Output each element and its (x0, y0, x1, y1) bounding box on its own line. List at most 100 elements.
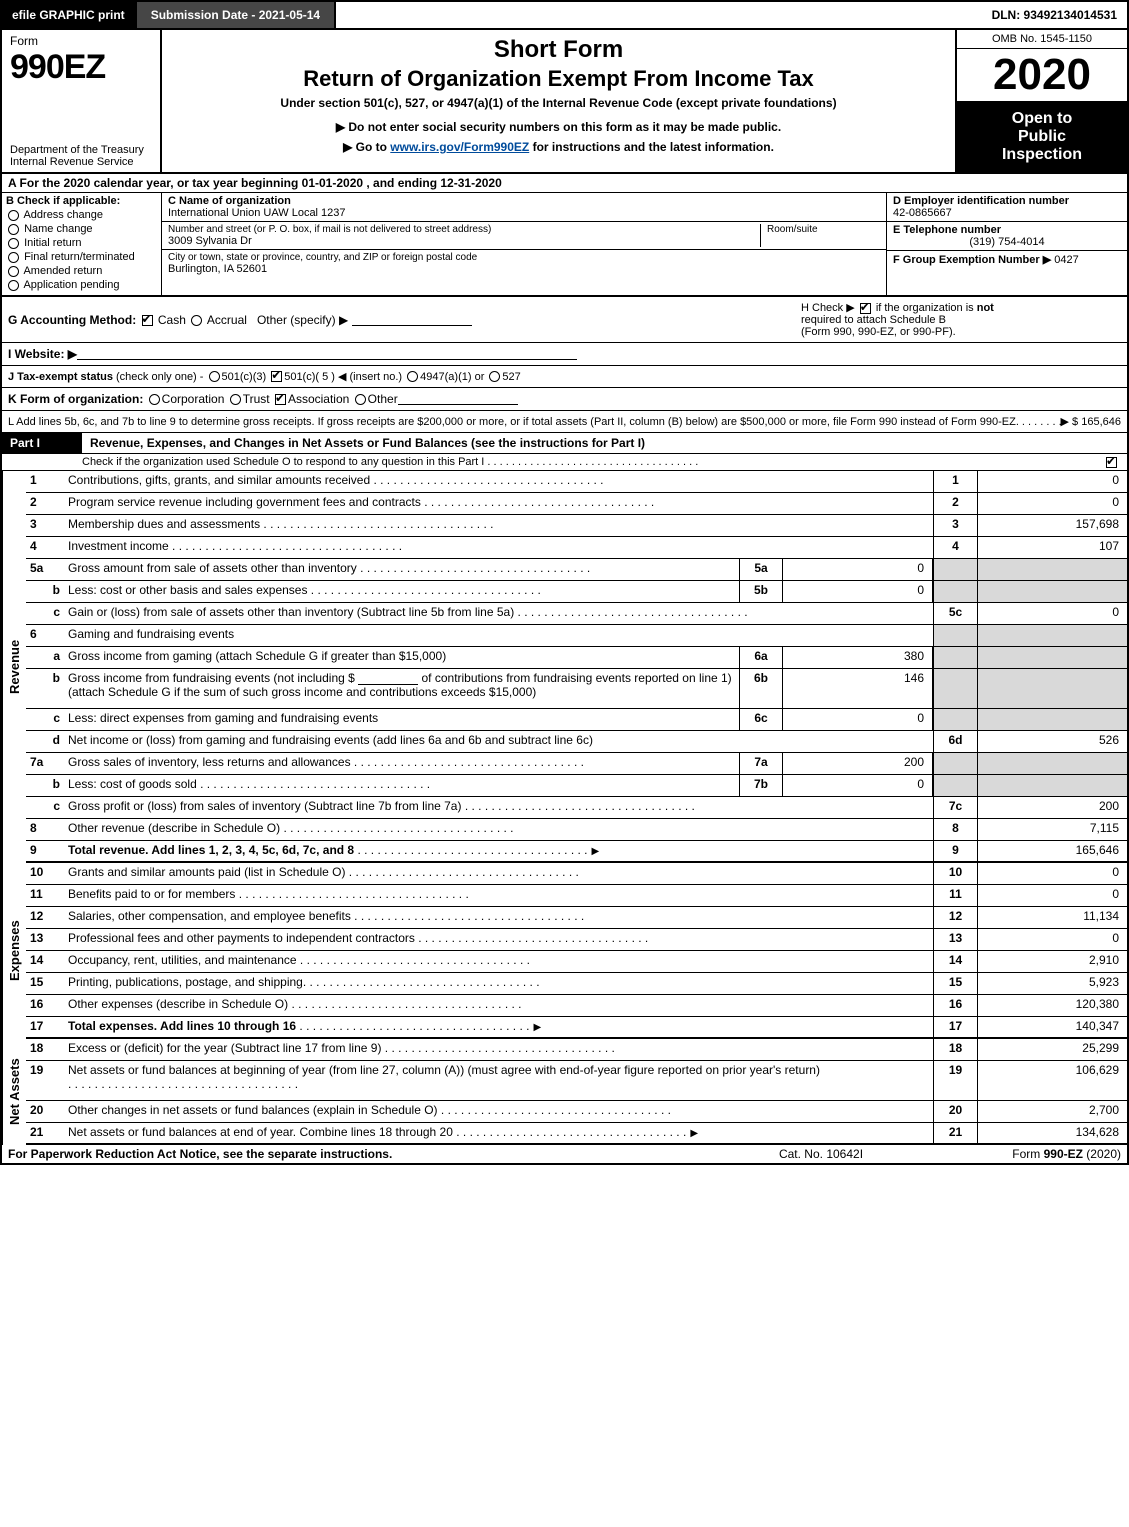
org-name-header: C Name of organization (168, 195, 291, 207)
opt-address-change[interactable]: Address change (6, 209, 157, 221)
line-18-text: Excess or (deficit) for the year (Subtra… (68, 1041, 381, 1055)
line-10-rnum: 10 (933, 863, 977, 884)
row-k: K Form of organization: Corporation Trus… (2, 388, 1127, 411)
line-17-rval: 140,347 (977, 1017, 1127, 1037)
arrow-icon (690, 1125, 698, 1139)
line-10-num: 10 (26, 863, 64, 884)
room-suite-header: Room/suite (760, 224, 880, 247)
j-501c3-radio[interactable] (209, 371, 220, 382)
line-16-text: Other expenses (describe in Schedule O) (68, 997, 288, 1011)
line-5b-desc: Less: cost or other basis and sales expe… (64, 581, 739, 602)
line-6b-amount-input[interactable] (358, 673, 418, 685)
line-6b: b Gross income from fundraising events (… (26, 669, 1127, 709)
line-7c-desc: Gross profit or (loss) from sales of inv… (64, 797, 933, 818)
k-corp-radio[interactable] (149, 394, 160, 405)
line-14-text: Occupancy, rent, utilities, and maintena… (68, 953, 297, 967)
line-7b-midnum: 7b (739, 775, 783, 796)
line-6d-rnum: 6d (933, 731, 977, 752)
line-11: 11 Benefits paid to or for members 11 0 (26, 885, 1127, 907)
line-6b-num: b (26, 669, 64, 708)
dots (297, 953, 530, 967)
line-5c-num: c (26, 603, 64, 624)
line-5b-num: b (26, 581, 64, 602)
circle-icon (8, 210, 19, 221)
circle-icon (8, 238, 19, 249)
line-19-num: 19 (26, 1061, 64, 1100)
cash-checkbox[interactable] (142, 315, 153, 326)
j-4947-radio[interactable] (407, 371, 418, 382)
expenses-section: Expenses 10 Grants and similar amounts p… (2, 863, 1127, 1039)
line-5c-rnum: 5c (933, 603, 977, 624)
line-9-rnum: 9 (933, 841, 977, 861)
line-3: 3 Membership dues and assessments 3 157,… (26, 515, 1127, 537)
k-assoc-checkbox[interactable] (275, 394, 286, 405)
line-2-rnum: 2 (933, 493, 977, 514)
line-10-rval: 0 (977, 863, 1127, 884)
line-14-rval: 2,910 (977, 951, 1127, 972)
line-5c-text: Gain or (loss) from sale of assets other… (68, 605, 514, 619)
line-6-rval (977, 625, 1127, 646)
line-19-rnum: 19 (933, 1061, 977, 1100)
line-16-num: 16 (26, 995, 64, 1016)
line-14-rnum: 14 (933, 951, 977, 972)
irs-link[interactable]: www.irs.gov/Form990EZ (390, 140, 529, 154)
line-6c-text: Less: direct expenses from gaming and fu… (68, 711, 378, 725)
k-trust-radio[interactable] (230, 394, 241, 405)
revenue-sidelabel: Revenue (2, 471, 26, 863)
form-number: 990EZ (10, 48, 152, 87)
l-arrow: ▶ $ (1061, 415, 1079, 428)
j-527-radio[interactable] (489, 371, 500, 382)
opt-application-pending-label: Application pending (23, 279, 119, 291)
opt-application-pending[interactable]: Application pending (6, 279, 157, 291)
line-4-desc: Investment income (64, 537, 933, 558)
line-7b-midval: 0 (783, 775, 933, 796)
line-4-rnum: 4 (933, 537, 977, 558)
line-6a-rval (977, 647, 1127, 668)
line-19-desc: Net assets or fund balances at beginning… (64, 1061, 933, 1100)
opt-initial-return[interactable]: Initial return (6, 237, 157, 249)
opt-amended-return[interactable]: Amended return (6, 265, 157, 277)
k-other-radio[interactable] (355, 394, 366, 405)
part-i-num: Part I (10, 436, 40, 450)
line-2-desc: Program service revenue including govern… (64, 493, 933, 514)
line-8-rnum: 8 (933, 819, 977, 840)
l-value: 165,646 (1081, 416, 1121, 428)
opt-name-change[interactable]: Name change (6, 223, 157, 235)
other-specify-input[interactable] (352, 314, 472, 326)
dots (381, 1041, 614, 1055)
schedule-o-checkbox[interactable] (1106, 457, 1117, 468)
goto-instructions: ▶ Go to www.irs.gov/Form990EZ for instru… (172, 140, 945, 154)
go-post: for instructions and the latest informat… (529, 140, 774, 154)
j-501c3-label: 501(c)(3) (222, 371, 267, 383)
website-input[interactable] (77, 348, 577, 360)
footer-form-post: (2020) (1083, 1147, 1121, 1161)
line-6b-rval (977, 669, 1127, 708)
h-text-2: if the organization is (873, 302, 977, 314)
line-6c-num: c (26, 709, 64, 730)
opt-initial-return-label: Initial return (24, 237, 81, 249)
line-7b-desc: Less: cost of goods sold (64, 775, 739, 796)
line-15-rval: 5,923 (977, 973, 1127, 994)
opt-final-return[interactable]: Final return/terminated (6, 251, 157, 263)
line-21-num: 21 (26, 1123, 64, 1143)
under-section-text: Under section 501(c), 527, or 4947(a)(1)… (172, 96, 945, 110)
line-6a-num: a (26, 647, 64, 668)
line-6d-desc: Net income or (loss) from gaming and fun… (64, 731, 933, 752)
department-label: Department of the Treasury Internal Reve… (10, 144, 152, 168)
circle-icon (8, 280, 19, 291)
line-6-desc: Gaming and fundraising events (64, 625, 933, 646)
line-7a-rval (977, 753, 1127, 774)
k-other-input[interactable] (398, 393, 518, 405)
j-501c-checkbox[interactable] (271, 371, 282, 382)
open-line-2: Public (961, 128, 1123, 146)
j-4947-label: 4947(a)(1) or (420, 371, 484, 383)
title-column: Short Form Return of Organization Exempt… (162, 30, 957, 172)
h-checkbox[interactable] (860, 303, 871, 314)
line-14: 14 Occupancy, rent, utilities, and maint… (26, 951, 1127, 973)
accrual-radio[interactable] (191, 315, 202, 326)
efile-print-label[interactable]: efile GRAPHIC print (2, 2, 135, 28)
dots (438, 1103, 671, 1117)
line-12-rnum: 12 (933, 907, 977, 928)
line-6d: d Net income or (loss) from gaming and f… (26, 731, 1127, 753)
line-18-desc: Excess or (deficit) for the year (Subtra… (64, 1039, 933, 1060)
